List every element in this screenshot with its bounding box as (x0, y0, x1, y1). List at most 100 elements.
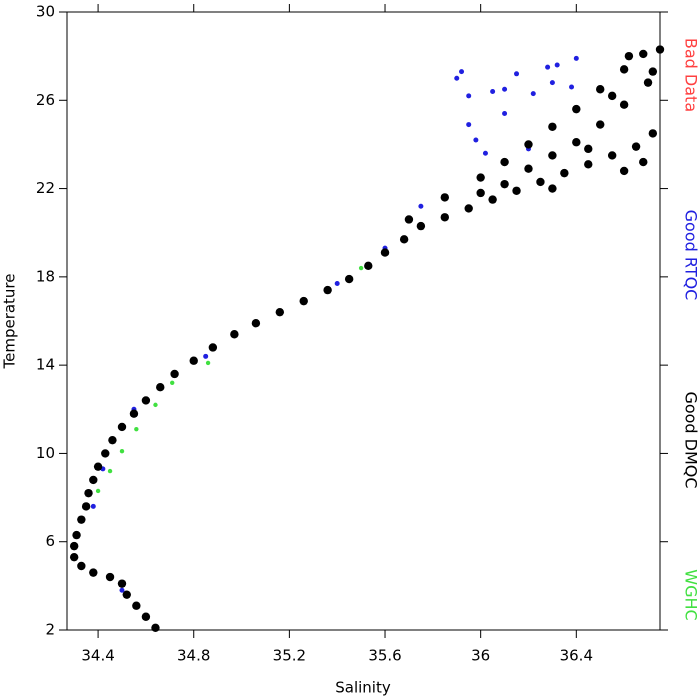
data-point (95, 488, 101, 494)
data-point (607, 151, 617, 160)
data-point (569, 84, 575, 90)
data-point (619, 65, 629, 74)
data-point (619, 166, 629, 176)
data-point (117, 422, 127, 432)
data-point (299, 296, 308, 306)
legend-label: Good DMQC (682, 391, 700, 488)
data-point (530, 91, 536, 97)
data-point (631, 142, 641, 151)
plot-frame (66, 11, 661, 631)
data-point (203, 353, 209, 359)
data-point (500, 179, 509, 189)
data-point (536, 177, 545, 187)
data-point (466, 122, 472, 128)
data-point (476, 173, 485, 182)
data-point (132, 601, 141, 610)
legend-label: Good RTQC (682, 210, 700, 301)
y-axis-title: Temperature (1, 273, 19, 369)
data-point (572, 138, 581, 147)
data-point (440, 213, 449, 222)
data-point (502, 86, 508, 92)
data-point (482, 150, 488, 156)
data-point (549, 80, 555, 86)
data-point (153, 402, 158, 408)
data-point (418, 203, 424, 209)
data-point (454, 75, 460, 81)
legend-label: Bad Data (682, 38, 700, 112)
data-point (573, 55, 579, 61)
data-point (514, 71, 520, 77)
data-point (548, 151, 557, 160)
data-point (89, 568, 98, 577)
data-point (208, 343, 218, 352)
data-point (275, 307, 285, 317)
data-point (84, 488, 93, 498)
data-point (77, 561, 86, 571)
data-point (151, 623, 160, 632)
data-point (189, 356, 198, 365)
data-point (648, 67, 658, 76)
y-tick-label: 14 (36, 356, 55, 374)
x-tick-label: 36.4 (560, 647, 593, 665)
data-point (524, 164, 533, 173)
data-point (119, 587, 125, 593)
data-point (364, 261, 373, 271)
data-point (90, 503, 96, 509)
y-tick-label: 30 (36, 3, 55, 21)
data-point (93, 462, 103, 471)
data-point (108, 435, 117, 445)
x-tick-label: 34.4 (81, 647, 114, 665)
x-tick-label: 36 (471, 647, 490, 665)
data-point (607, 91, 617, 101)
data-point (416, 221, 426, 231)
data-point (548, 184, 557, 193)
data-point (344, 274, 354, 284)
data-point (548, 122, 557, 131)
data-point (643, 78, 653, 87)
data-point (323, 285, 332, 295)
data-point (584, 160, 593, 169)
data-point (476, 188, 485, 198)
data-point (380, 248, 390, 257)
data-point (466, 93, 472, 99)
x-tick-label: 35.6 (368, 647, 401, 665)
legend-label: WGHC (682, 569, 700, 620)
data-point (488, 195, 497, 204)
y-tick-label: 2 (45, 621, 55, 639)
data-point (141, 612, 151, 621)
data-point (107, 468, 113, 474)
data-point (77, 515, 86, 524)
data-point (459, 69, 465, 75)
data-point (512, 186, 521, 195)
data-point (545, 64, 551, 70)
data-point (560, 168, 569, 178)
x-tick-label: 34.8 (177, 647, 210, 665)
data-point (156, 383, 165, 392)
data-point (230, 330, 239, 339)
data-point (134, 426, 139, 432)
data-point (251, 319, 261, 328)
data-point (619, 100, 629, 109)
y-tick-label: 22 (36, 179, 55, 197)
data-point (596, 85, 605, 94)
data-point (502, 111, 508, 117)
data-point (440, 193, 449, 202)
data-point (473, 137, 479, 143)
data-point (358, 265, 364, 271)
data-point (170, 369, 179, 379)
y-tick-label: 10 (36, 444, 55, 462)
data-point (464, 204, 473, 213)
data-point (624, 51, 634, 61)
data-point (584, 144, 593, 154)
data-point (69, 541, 79, 551)
data-point (334, 280, 340, 286)
data-point (101, 449, 110, 458)
data-point (69, 552, 79, 562)
data-point (81, 502, 91, 511)
data-point (554, 62, 560, 68)
data-point (648, 129, 658, 138)
data-point (639, 157, 648, 167)
y-tick-label: 18 (36, 267, 55, 285)
x-tick-label: 35.2 (273, 647, 306, 665)
